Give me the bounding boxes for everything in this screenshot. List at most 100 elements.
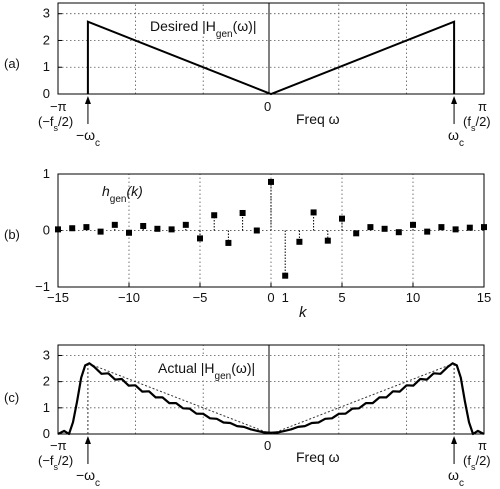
stem-marker — [452, 226, 459, 233]
x-ticks-b: −15 −10 −5 0 5 10 15 1 — [47, 283, 491, 305]
stem-marker — [168, 226, 175, 233]
y-tick-label-b: −1 — [35, 279, 50, 294]
y-tick-label-a: 1 — [43, 59, 50, 74]
stem-marker — [296, 238, 303, 245]
panel-a: (a) 0 1 2 3 Desired |Hgen(ω)| 0 Freq ω −π (… — [4, 2, 491, 149]
stem-marker — [481, 224, 487, 231]
stem-marker — [324, 237, 331, 244]
title-main-b: h — [102, 183, 110, 199]
cutoff-markers-a: −ωc ωc — [76, 96, 464, 149]
x-axis-label-a: Freq ω — [296, 111, 340, 127]
panel-label-c: (c) — [4, 390, 19, 405]
chart-title-c: Actual |Hgen(ω)| — [158, 360, 255, 382]
x-tick-label-b: −5 — [193, 290, 208, 305]
cutoff-label-neg: −ωc — [76, 127, 100, 149]
title-main-c: Actual |H — [158, 360, 215, 376]
y-tick-label-a: 3 — [43, 6, 50, 21]
grid-c — [58, 345, 484, 434]
y-ticks-b: −1 0 1 — [35, 166, 62, 294]
stem-marker — [395, 229, 402, 236]
panel-c: (c) 0 1 2 3 Actual |Hgen(ω)| 0 Freq ω −π (−… — [4, 344, 491, 489]
stem-marker — [268, 178, 274, 185]
stem-marker — [111, 221, 118, 228]
y-tick-label-c: 0 — [43, 426, 50, 441]
stem-marker — [197, 235, 203, 242]
x-tick-label-b: 5 — [338, 290, 345, 305]
x-tick-label-b: 0 — [267, 290, 274, 305]
x-left-sub-c: (−fs/2) — [38, 453, 73, 472]
series-b — [55, 178, 487, 279]
stem-marker — [367, 224, 374, 231]
x-right-sub-a: (fs/2) — [463, 114, 491, 133]
cutoff-label-neg: −ωc — [76, 467, 100, 489]
title-tail-a: (ω)| — [233, 18, 257, 34]
y-tick-label-b: 1 — [43, 166, 50, 181]
stem-marker — [424, 228, 431, 235]
stem-marker — [239, 209, 246, 216]
x-axis-label-c: Freq ω — [296, 449, 340, 465]
x-tick-label-b: 1 — [282, 290, 289, 305]
y-tick-label-c: 1 — [43, 400, 50, 415]
title-sub-b: gen — [110, 194, 127, 205]
x-tick-label-b: −10 — [118, 290, 140, 305]
title-main-a: Desired |H — [150, 18, 216, 34]
y-tick-label-c: 3 — [43, 347, 50, 362]
x-tick-label-b: −15 — [47, 290, 69, 305]
plot-frame-a — [57, 2, 485, 95]
panel-b: (b) −101 −15 −10 −5 0 5 10 15 1 hgen(k) k — [4, 166, 491, 321]
y-tick-label-a: 2 — [43, 32, 50, 47]
stem-marker — [225, 239, 232, 246]
x-left-label-c: −π — [50, 438, 67, 453]
stem-marker — [55, 226, 61, 233]
cutoff-arrowhead-neg — [84, 436, 91, 444]
stem-marker — [83, 224, 90, 231]
stem-marker — [410, 221, 416, 228]
cutoff-label-pos: ωc — [448, 127, 464, 149]
x-left-label-a: −π — [50, 99, 67, 114]
plot-frame-c — [57, 344, 485, 435]
y-tick-label-c: 2 — [43, 374, 50, 389]
x-right-sub-c: (fs/2) — [463, 453, 491, 472]
title-bg-a — [146, 14, 262, 36]
title-sub-c: gen — [215, 371, 232, 382]
x-right-label-a: π — [478, 99, 487, 114]
title-bg-c — [155, 356, 259, 378]
stem-marker — [381, 225, 388, 232]
stem-marker — [310, 209, 317, 216]
series-c — [57, 362, 485, 436]
actual-response-line — [57, 362, 485, 436]
cutoff-arrowhead-pos — [451, 436, 458, 444]
title-tail-c: (ω)| — [231, 360, 255, 376]
grid-a — [58, 3, 484, 94]
x-right-label-c: π — [478, 438, 487, 453]
stem-marker — [140, 222, 147, 229]
x-left-sub-a: (−fs/2) — [38, 114, 73, 133]
cutoff-markers-c: −ωc ωc — [76, 436, 464, 489]
title-tail-b: (k) — [126, 183, 142, 199]
cutoff-arrowhead-neg — [84, 96, 91, 104]
stem-marker — [69, 225, 76, 232]
stem-marker — [339, 215, 345, 222]
cutoff-label-pos: ωc — [448, 467, 464, 489]
stem-marker — [126, 229, 132, 236]
chart-title-b: hgen(k) — [102, 183, 143, 205]
title-sub-a: gen — [216, 29, 233, 40]
y-ticks-a: 0 1 2 3 — [43, 6, 62, 101]
x-center-label-c: 0 — [264, 438, 271, 453]
desired-reference-line — [87, 362, 455, 435]
series-a — [86, 20, 456, 96]
desired-response-line — [86, 20, 456, 96]
stem-marker — [466, 224, 473, 231]
y-tick-label-a: 0 — [43, 86, 50, 101]
stem-marker — [353, 230, 360, 237]
stem-marker — [154, 225, 161, 232]
y-ticks-c: 0 1 2 3 — [43, 347, 62, 441]
panel-label-b: (b) — [4, 227, 20, 242]
stem-marker — [211, 212, 218, 219]
chart-title-a: Desired |Hgen(ω)| — [150, 18, 256, 40]
x-tick-label-b: 10 — [406, 290, 420, 305]
x-axis-label-b: k — [299, 304, 308, 321]
x-tick-label-b: 15 — [477, 290, 491, 305]
desired-reference-c — [87, 362, 455, 435]
